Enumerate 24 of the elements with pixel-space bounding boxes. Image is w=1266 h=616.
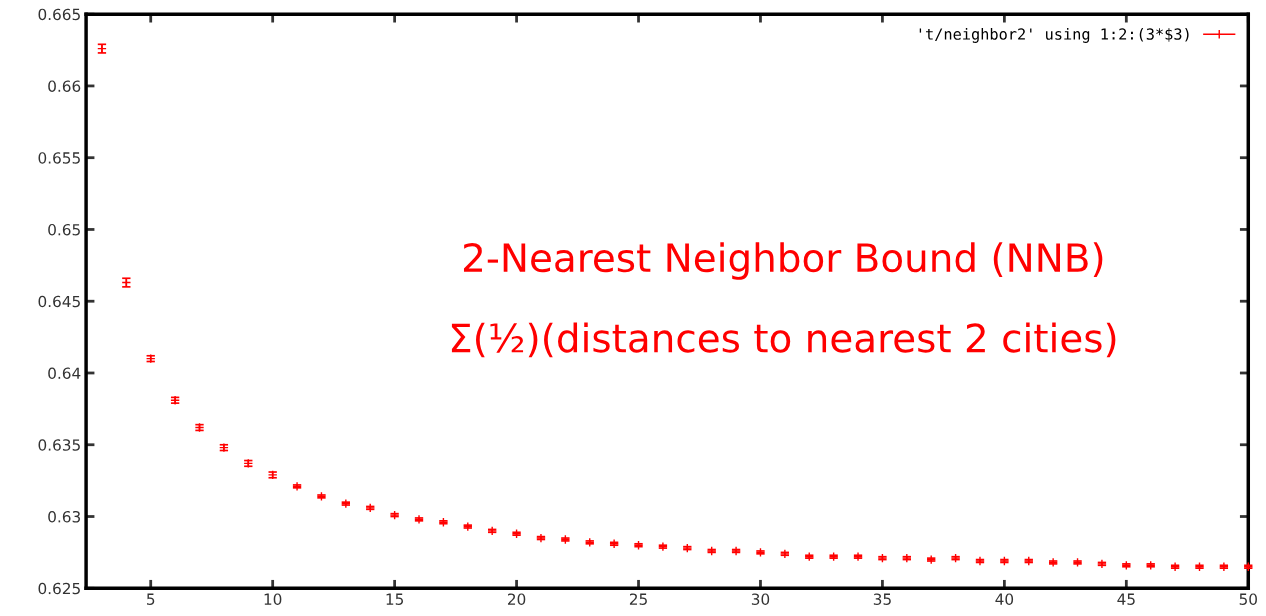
y-tick-label: 0.66	[48, 80, 81, 92]
annotation: 2-Nearest Neighbor Bound (NNB)	[463, 242, 1103, 280]
y-tick-label: 0.65	[48, 223, 80, 236]
x-tick-label: 20	[507, 593, 526, 605]
x-tick-label: 50	[1239, 593, 1257, 605]
y-tick-label: 0.635	[38, 439, 80, 451]
x-tick-label: 15	[386, 593, 404, 605]
x-tick-label: 25	[629, 593, 647, 605]
y-tick-label: 0.645	[38, 295, 80, 308]
x-tick-label: 40	[995, 593, 1014, 605]
point	[658, 541, 668, 552]
y-tick-label: 0.655	[38, 152, 80, 164]
x-tick-label: 5	[147, 593, 155, 605]
y-tick-label: 0.625	[38, 582, 80, 595]
point	[1219, 561, 1229, 572]
x-tick-label: 10	[264, 593, 282, 605]
x-tick-label: 45	[1117, 593, 1135, 605]
x-tick-label: 30	[751, 593, 770, 605]
annotation: Σ(½)(distances to nearest 2 cities)	[451, 322, 1116, 358]
y-tick-label: 0.63	[48, 510, 80, 523]
x-tick-label: 35	[873, 593, 891, 605]
y-tick-label: 0.665	[38, 8, 80, 21]
y-tick-label: 0.64	[48, 367, 81, 380]
legend-label: 't/neighbor2' using 1:2:(3*$3)	[919, 28, 1189, 43]
